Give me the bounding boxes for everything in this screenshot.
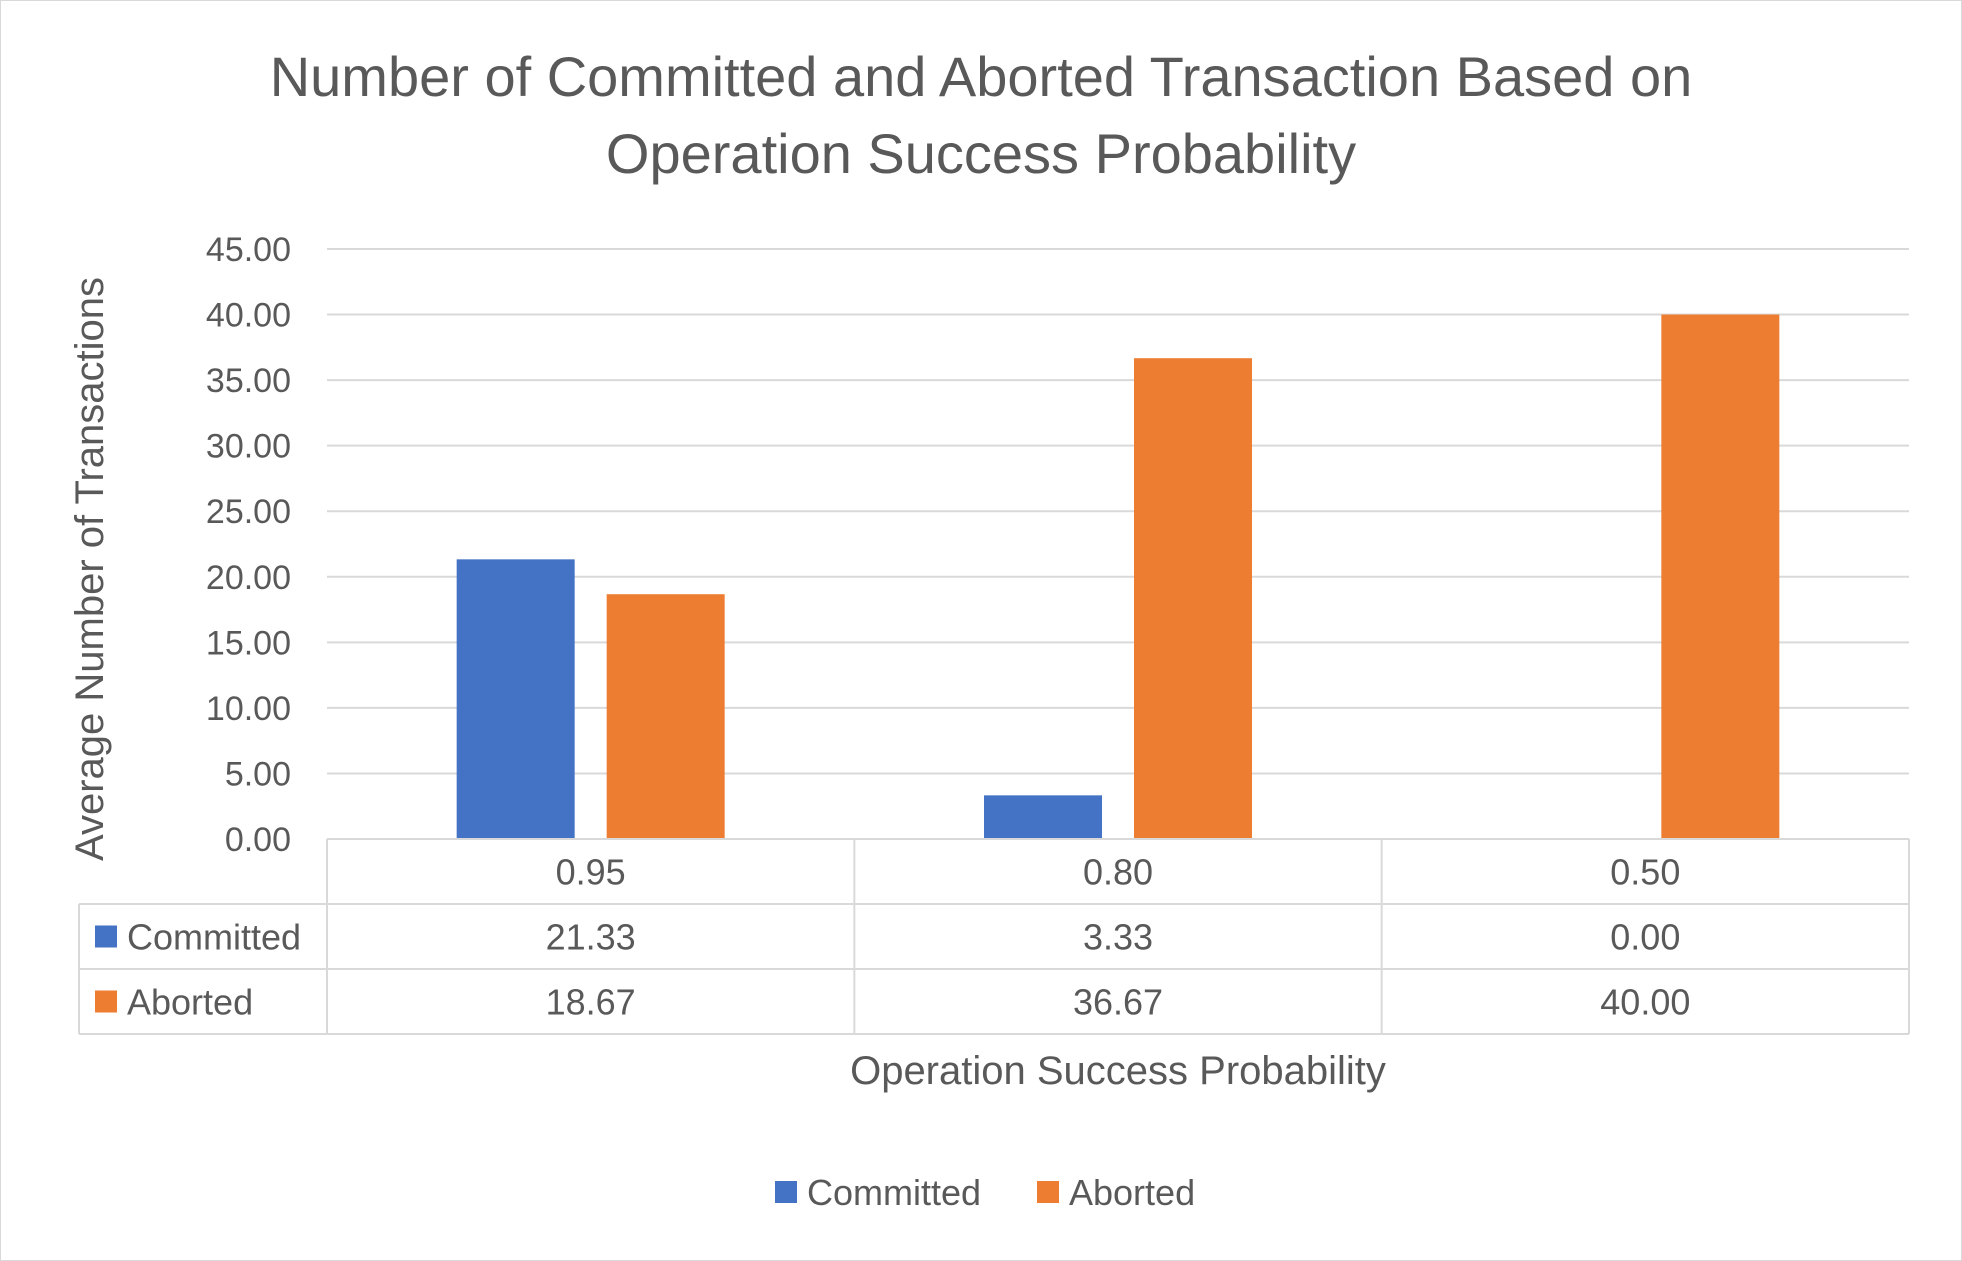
bars	[456, 314, 1780, 839]
table-row-label: Aborted	[127, 982, 253, 1023]
y-axis-ticks: 0.00 5.00 10.00 15.00 20.00 25.00 30.00 35.00 40…	[206, 231, 291, 859]
legend-key-aborted	[1037, 1181, 1059, 1203]
y-tick-label: 40.00	[206, 297, 291, 335]
x-tick-label: 0.50	[1610, 852, 1680, 893]
data-label: 21.33	[546, 917, 636, 958]
y-tick-label: 25.00	[206, 493, 291, 531]
y-tick-label: 5.00	[225, 755, 291, 793]
data-label: 36.67	[1073, 982, 1163, 1023]
table-row-label: Committed	[127, 917, 301, 958]
y-tick-label: 15.00	[206, 624, 291, 662]
table-legend-key	[95, 925, 117, 948]
bar-aborted	[1661, 314, 1780, 839]
gridlines	[327, 248, 1909, 840]
y-tick-label: 0.00	[225, 821, 291, 859]
chart-title-line-2: Operation Success Probability	[606, 122, 1356, 185]
bar-committed	[984, 795, 1102, 839]
data-label: 18.67	[546, 982, 636, 1023]
legend: Committed Aborted	[775, 1172, 1195, 1213]
x-tick-label: 0.95	[556, 852, 626, 893]
chart-title: Number of Committed and Aborted Transact…	[270, 45, 1693, 185]
data-table: 0.95 0.80 0.50 Committed 21.33 3.33 0.00 Aborte…	[78, 838, 1910, 1035]
table-legend-key	[95, 990, 117, 1013]
data-label: 40.00	[1600, 982, 1690, 1023]
y-tick-label: 20.00	[206, 559, 291, 597]
bar-aborted	[1134, 358, 1252, 839]
x-tick-label: 0.80	[1083, 852, 1153, 893]
x-axis-title: Operation Success Probability	[850, 1049, 1386, 1093]
y-axis-title: Average Number of Transactions	[68, 277, 112, 861]
legend-key-committed	[775, 1181, 797, 1203]
y-tick-label: 45.00	[206, 231, 291, 269]
y-tick-label: 30.00	[206, 428, 291, 466]
chart-title-line-1: Number of Committed and Aborted Transact…	[270, 45, 1693, 108]
y-tick-label: 35.00	[206, 362, 291, 400]
bar-committed	[456, 559, 575, 839]
y-tick-label: 10.00	[206, 690, 291, 728]
data-label: 0.00	[1610, 917, 1680, 958]
bar-aborted	[606, 594, 725, 839]
legend-label-aborted: Aborted	[1069, 1172, 1195, 1213]
legend-label-committed: Committed	[807, 1172, 981, 1213]
data-label: 3.33	[1083, 917, 1153, 958]
